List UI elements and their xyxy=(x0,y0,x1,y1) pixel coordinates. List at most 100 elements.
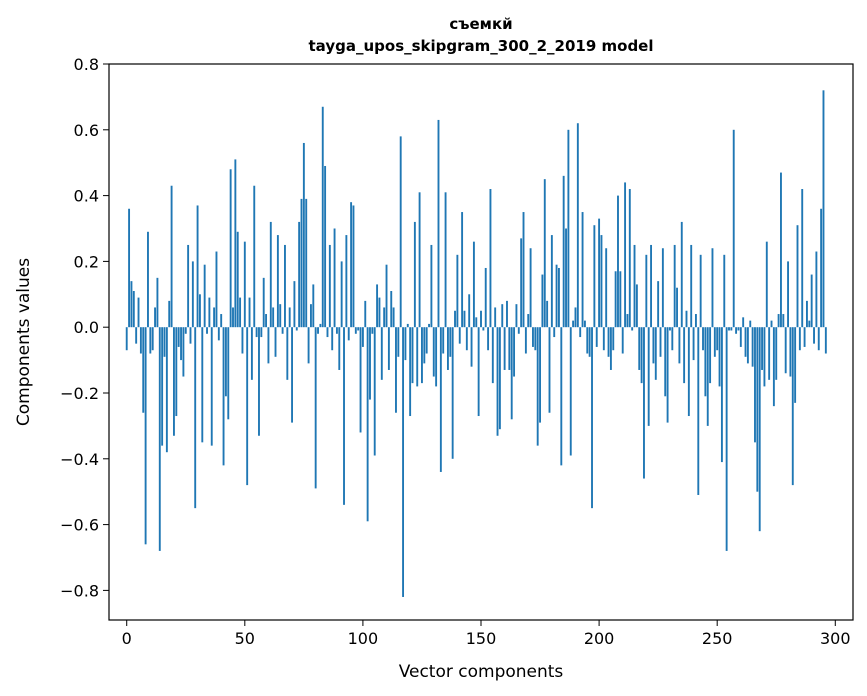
bar xyxy=(581,212,584,328)
bar xyxy=(274,327,277,357)
bar xyxy=(494,307,497,328)
bar xyxy=(742,317,745,328)
bar xyxy=(583,320,586,328)
bar xyxy=(425,327,428,354)
bar xyxy=(565,228,567,328)
bar xyxy=(680,221,683,328)
bar xyxy=(317,327,319,334)
bar xyxy=(191,261,194,328)
bar xyxy=(685,310,688,328)
bar xyxy=(139,327,142,354)
bar xyxy=(161,327,164,446)
bar xyxy=(423,327,426,364)
bar xyxy=(180,327,182,361)
bar xyxy=(626,314,629,328)
bar xyxy=(314,327,317,489)
bar xyxy=(279,304,282,328)
bar xyxy=(661,248,664,328)
bar xyxy=(428,323,430,328)
bar xyxy=(416,327,419,387)
bar xyxy=(217,327,220,341)
bar xyxy=(586,327,589,354)
y-tick-label: 0.0 xyxy=(74,318,99,337)
bar xyxy=(309,304,312,328)
bar xyxy=(196,205,199,328)
bar xyxy=(333,228,336,328)
bar xyxy=(678,327,681,364)
bar xyxy=(291,327,293,423)
bar xyxy=(444,192,447,328)
y-tick-label: 0.6 xyxy=(74,121,99,140)
bar xyxy=(600,235,603,328)
bar xyxy=(437,119,440,328)
bar xyxy=(468,294,471,328)
bar xyxy=(350,202,353,328)
bar xyxy=(791,327,794,486)
bar xyxy=(730,327,733,331)
bar xyxy=(824,327,827,354)
bar xyxy=(184,327,187,334)
bar xyxy=(801,189,804,328)
bar xyxy=(187,244,190,328)
bar xyxy=(201,327,204,443)
x-axis-ticks: 0 50 100 150 200 250 300 xyxy=(122,620,851,648)
x-tick-label: 100 xyxy=(348,629,379,648)
bar xyxy=(135,327,138,344)
bar xyxy=(754,327,756,443)
bar xyxy=(635,284,638,328)
bar xyxy=(621,327,624,354)
bar xyxy=(293,281,296,328)
bar xyxy=(470,327,473,367)
bar xyxy=(345,235,348,328)
bar xyxy=(222,327,225,466)
bar xyxy=(529,248,532,328)
bar xyxy=(699,254,702,328)
bar xyxy=(567,129,570,328)
bar xyxy=(213,307,216,328)
bar xyxy=(324,165,327,328)
bar xyxy=(794,327,797,403)
bar xyxy=(501,304,504,328)
bar xyxy=(713,327,716,357)
bar xyxy=(130,281,133,328)
bar xyxy=(189,327,192,344)
bar xyxy=(454,310,456,328)
bar xyxy=(711,248,714,328)
bar xyxy=(669,327,671,331)
bar xyxy=(673,244,676,328)
bar xyxy=(182,327,185,377)
x-tick-label: 150 xyxy=(466,629,497,648)
bar xyxy=(517,327,520,334)
bar xyxy=(239,297,242,328)
bar xyxy=(652,327,655,364)
bar xyxy=(704,327,707,397)
bar xyxy=(369,327,371,400)
bar xyxy=(557,267,560,328)
bar xyxy=(607,327,610,357)
bar xyxy=(572,320,575,328)
bar xyxy=(286,327,289,380)
bar xyxy=(335,327,338,334)
bar xyxy=(690,244,693,328)
bar xyxy=(319,323,322,328)
bar xyxy=(808,320,811,328)
bar xyxy=(300,198,303,328)
bar xyxy=(640,327,643,384)
bar xyxy=(782,314,785,328)
bar xyxy=(524,327,527,354)
bar xyxy=(784,327,787,374)
bar xyxy=(246,327,249,486)
bar xyxy=(406,323,409,328)
bar xyxy=(522,212,525,328)
bar xyxy=(548,327,551,413)
bar xyxy=(820,208,823,328)
bar xyxy=(376,284,379,328)
bar xyxy=(666,327,669,423)
bar xyxy=(595,327,598,347)
bar xyxy=(390,291,393,328)
bar xyxy=(550,235,553,328)
bar xyxy=(534,327,537,351)
bar xyxy=(371,327,374,334)
bar xyxy=(553,327,556,338)
bar xyxy=(539,327,541,423)
